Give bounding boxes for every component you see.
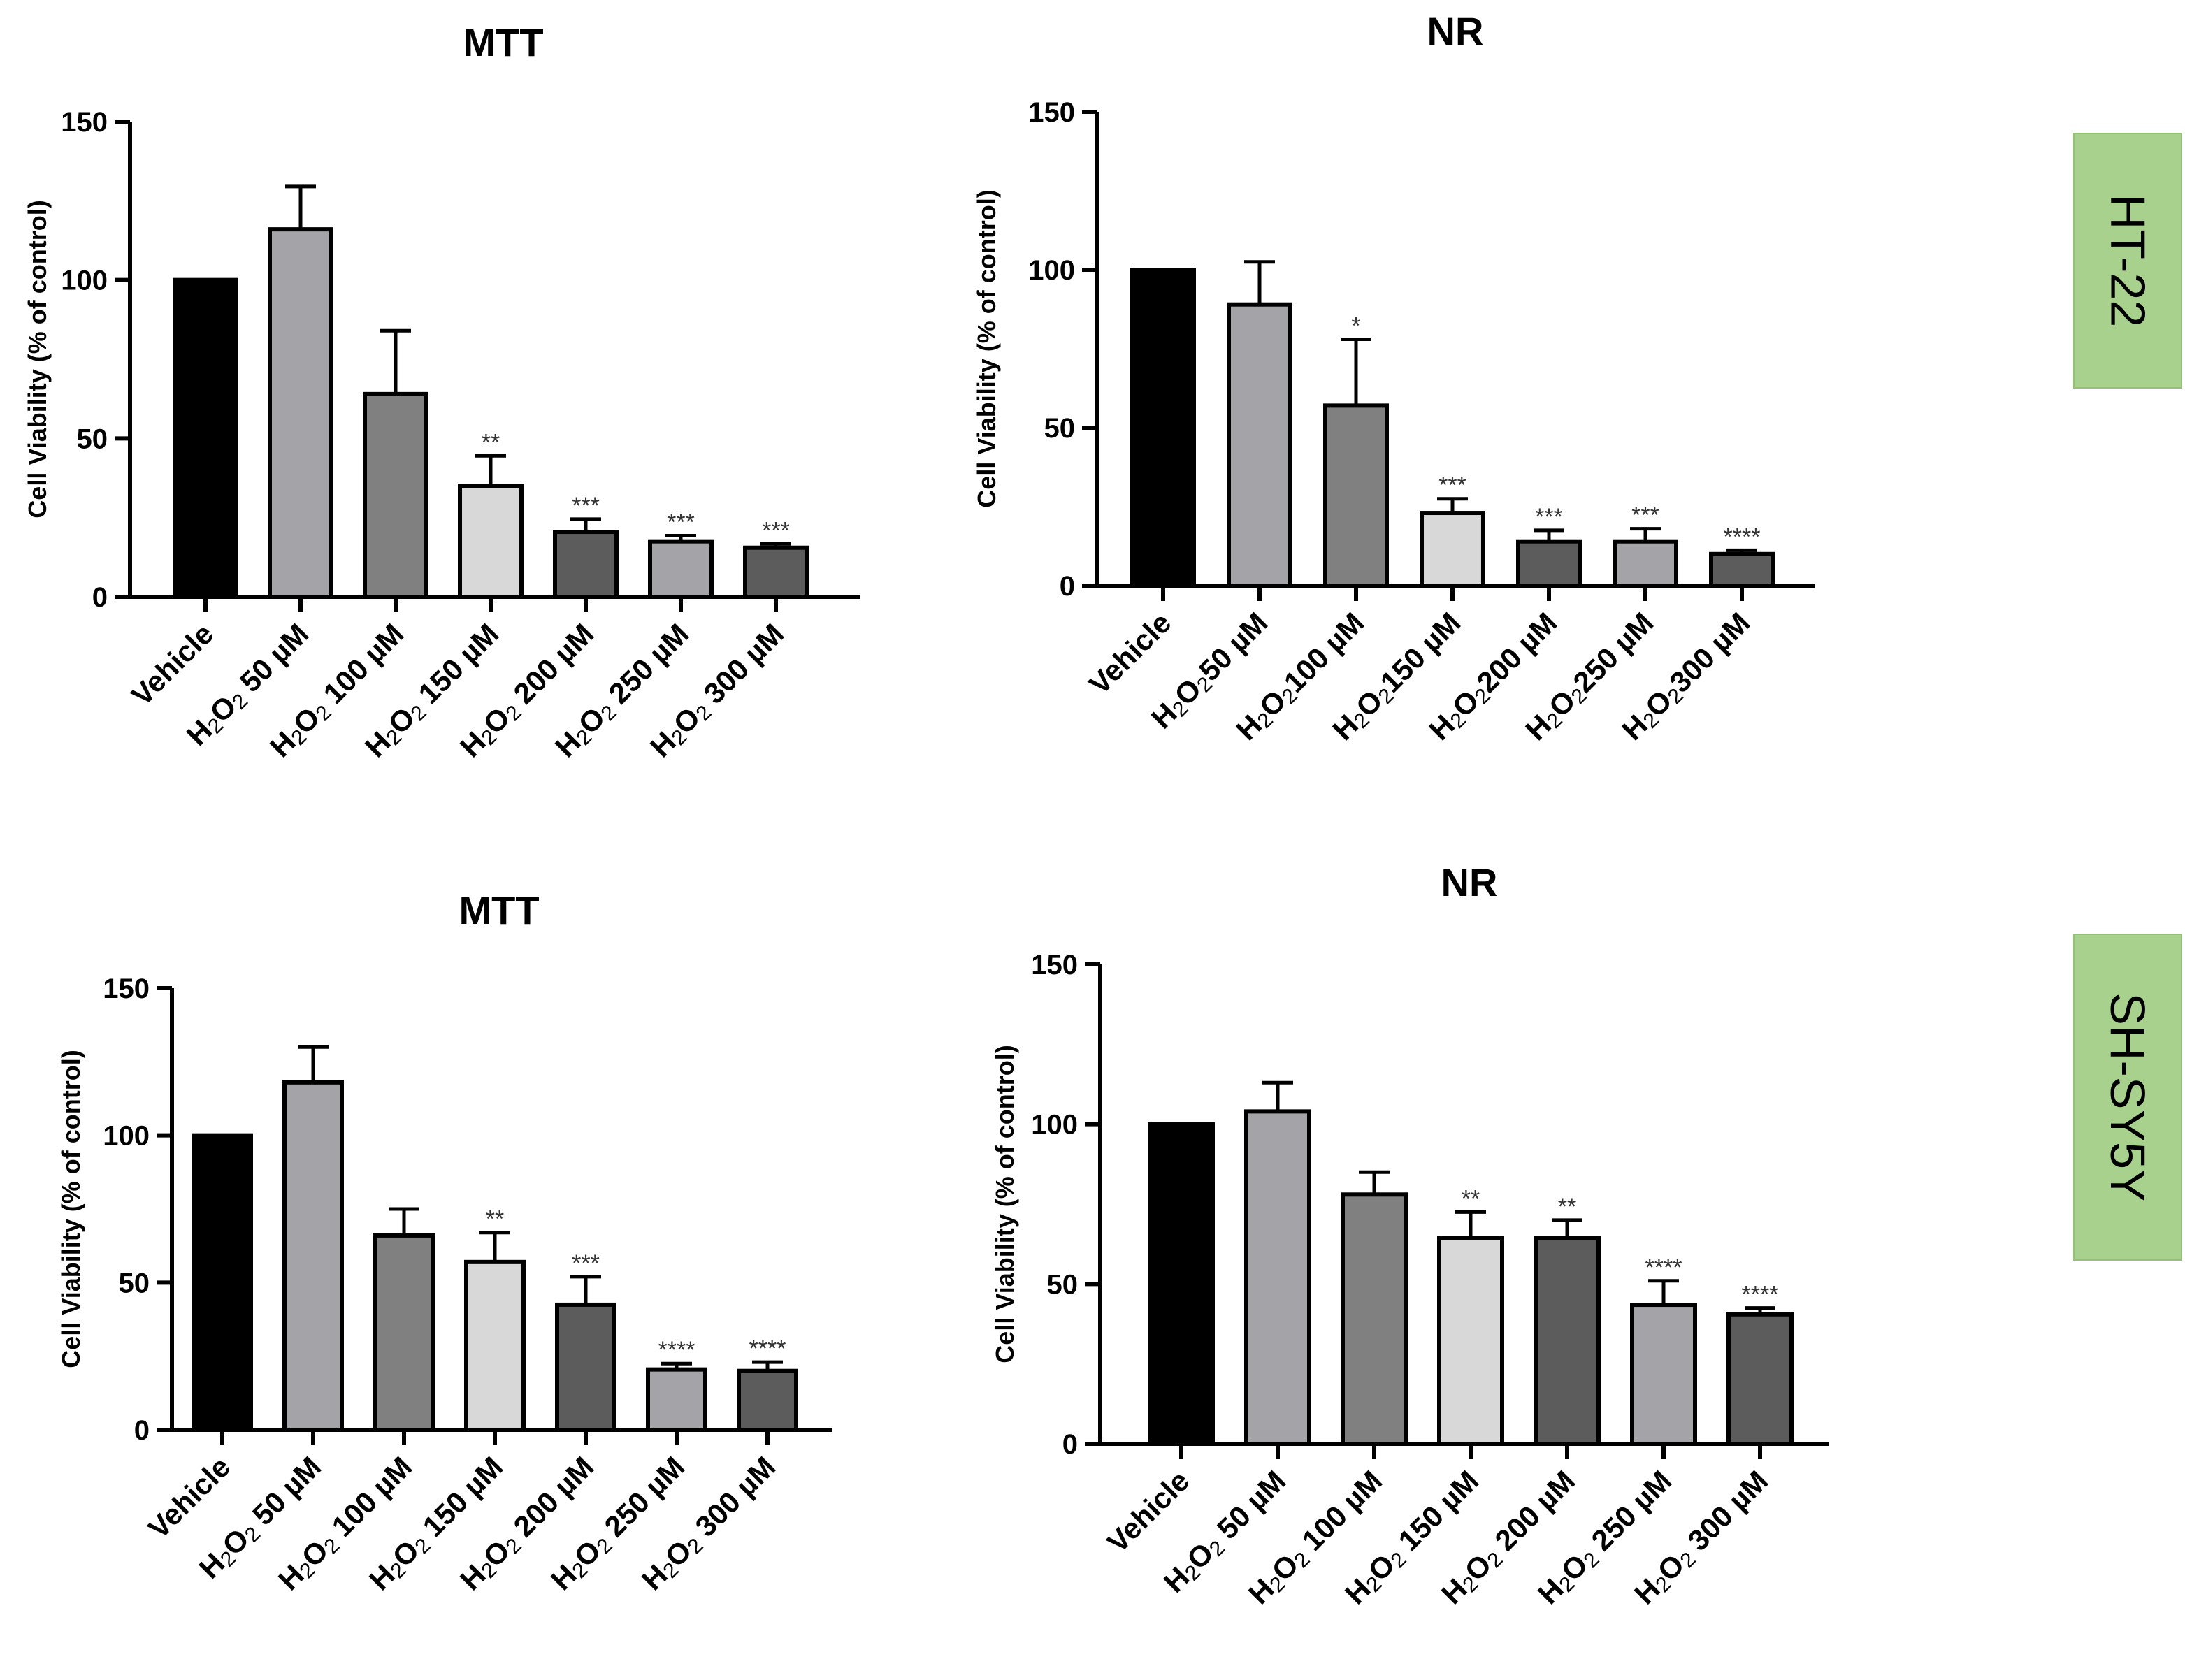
bar [646, 1367, 707, 1433]
y-tick-label: 100 [1028, 255, 1075, 286]
bar [1244, 1109, 1311, 1446]
chart-2: NR Cell Viability (% of control) 0 50 100 150… [972, 9, 1815, 746]
chart-1: MTT Cell Viability (% of control) 0 50 100 15… [23, 20, 860, 763]
significance-label: *** [1438, 472, 1466, 499]
significance-label: **** [1645, 1254, 1682, 1281]
significance-label: *** [667, 509, 695, 536]
bar [1613, 539, 1678, 588]
x-tick-label: Vehicle [125, 617, 220, 712]
significance-label: ** [1462, 1185, 1480, 1212]
y-tick-label: 0 [134, 1415, 150, 1446]
chart-3: MTT Cell Viability (% of control) 0 50 100 15… [57, 888, 832, 1596]
y-tick-label: 0 [1062, 1429, 1078, 1460]
bar [363, 391, 428, 599]
bar [1148, 1122, 1215, 1446]
significance-label: **** [658, 1337, 695, 1363]
bar [1726, 1312, 1794, 1447]
bar [1130, 268, 1196, 588]
significance-label: ** [486, 1206, 504, 1233]
significance-label: *** [572, 1250, 600, 1277]
significance-label: * [1351, 312, 1360, 339]
bar [1341, 1192, 1408, 1447]
y-tick-label: 50 [77, 423, 108, 454]
y-tick-label: 100 [61, 266, 108, 296]
y-tick-label: 50 [119, 1268, 150, 1298]
cell-line-label-shsy5y-text: SH-SY5Y [2100, 992, 2155, 1202]
significance-label: **** [1742, 1282, 1779, 1308]
bar [458, 484, 524, 599]
bar [192, 1133, 253, 1432]
x-tick-label: Vehicle [142, 1450, 237, 1545]
bar [743, 545, 809, 600]
significance-label: *** [762, 517, 790, 544]
y-tick-label: 150 [61, 107, 108, 138]
significance-label: *** [1535, 504, 1563, 530]
bar [1420, 511, 1485, 588]
y-axis-label: Cell Viability (% of control) [23, 200, 52, 518]
bar [555, 1302, 616, 1433]
bar [173, 277, 238, 599]
x-tick-label: Vehicle [1083, 606, 1178, 701]
cell-line-label-ht22-text: HT-22 [2100, 194, 2155, 328]
chart-title: NR [1427, 9, 1484, 53]
bar [1516, 539, 1582, 588]
bar [282, 1080, 344, 1432]
y-tick-label: 150 [1031, 950, 1078, 980]
y-tick-label: 100 [1031, 1110, 1078, 1140]
y-tick-label: 150 [1028, 97, 1075, 128]
bar [1227, 302, 1292, 588]
y-tick-label: 100 [103, 1121, 150, 1152]
bar [553, 530, 619, 599]
bar [1323, 403, 1389, 588]
significance-label: *** [1631, 502, 1659, 529]
bar [1630, 1303, 1697, 1447]
y-tick-label: 50 [1044, 413, 1076, 444]
x-tick-label: Vehicle [1101, 1464, 1196, 1559]
bar [1534, 1236, 1601, 1447]
significance-label: *** [572, 493, 600, 519]
y-tick-label: 0 [1060, 571, 1075, 602]
cell-line-label-shsy5y: SH-SY5Y [2073, 934, 2182, 1261]
y-axis-label: Cell Viability (% of control) [57, 1050, 85, 1368]
bar [648, 539, 714, 600]
cell-line-label-ht22: HT-22 [2073, 133, 2182, 389]
y-tick-label: 50 [1047, 1269, 1079, 1300]
bar [268, 227, 333, 599]
chart-title: MTT [459, 888, 539, 932]
chart-title: NR [1441, 860, 1498, 904]
bar [464, 1259, 526, 1432]
bar [737, 1368, 798, 1432]
chart-4: NR Cell Viability (% of control) 0 50 100 150… [990, 860, 1829, 1610]
significance-label: ** [482, 429, 500, 456]
bar [373, 1233, 435, 1433]
y-tick-label: 150 [103, 973, 150, 1004]
bar [1437, 1236, 1504, 1447]
significance-label: **** [749, 1335, 786, 1362]
significance-label: **** [1724, 523, 1761, 550]
significance-label: ** [1558, 1194, 1576, 1220]
y-tick-label: 0 [92, 582, 108, 613]
bar [1709, 551, 1775, 588]
y-axis-label: Cell Viability (% of control) [990, 1045, 1019, 1363]
y-axis-label: Cell Viability (% of control) [972, 189, 1001, 507]
chart-title: MTT [463, 20, 543, 64]
